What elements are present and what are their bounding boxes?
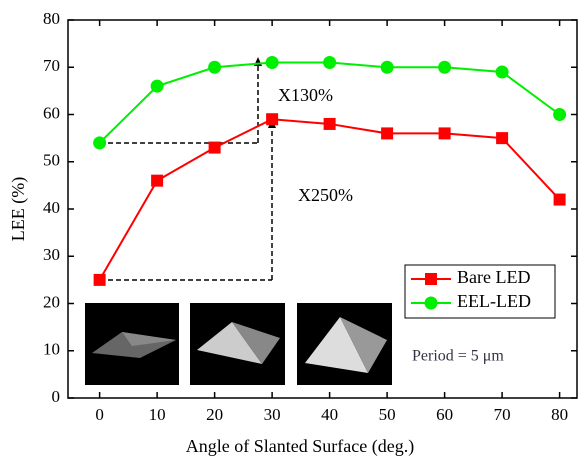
data-point [94,274,106,286]
legend-label: EEL-LED [457,291,531,311]
chart: X130% X250% Period = 5 μm Angle of Slant… [0,0,580,463]
data-point [554,194,566,206]
x-tick-label: 80 [551,405,568,424]
data-point [151,80,164,93]
x-tick-label: 0 [95,405,104,424]
y-tick-label: 70 [43,56,60,75]
x-axis-label: Angle of Slanted Surface (deg.) [186,436,414,457]
legend-label: Bare LED [457,267,530,287]
y-tick-label: 0 [52,387,61,406]
data-point [266,113,278,125]
legend-marker [425,273,437,285]
data-point [323,56,336,69]
data-point [208,61,221,74]
annotation: X250% [298,185,353,205]
x-tick-label: 70 [494,405,511,424]
y-tick-label: 60 [43,103,60,122]
y-axis-label: LEE (%) [8,177,29,241]
dashed-guides [100,64,272,280]
x-tick-label: 40 [321,405,338,424]
data-point [496,65,509,78]
x-tick-label: 60 [436,405,453,424]
data-point [93,136,106,149]
annotation: Period = 5 μm [412,348,504,365]
legend-marker [425,297,438,310]
data-point [209,142,221,154]
data-point [324,118,336,130]
data-point [438,61,451,74]
data-point [381,61,394,74]
y-tick-label: 80 [43,9,60,28]
y-tick-label: 30 [43,245,60,264]
y-tick-label: 10 [43,340,60,359]
x-tick-label: 10 [149,405,166,424]
x-tick-label: 20 [206,405,223,424]
data-point [439,127,451,139]
annotation: X130% [278,85,333,105]
data-point [381,127,393,139]
y-tick-label: 50 [43,151,60,170]
x-tick-label: 50 [379,405,396,424]
data-point [151,175,163,187]
data-point [266,56,279,69]
data-point [496,132,508,144]
y-tick-label: 20 [43,292,60,311]
y-tick-label: 40 [43,198,60,217]
data-point [553,108,566,121]
inset-images [85,303,392,385]
x-tick-label: 30 [264,405,281,424]
